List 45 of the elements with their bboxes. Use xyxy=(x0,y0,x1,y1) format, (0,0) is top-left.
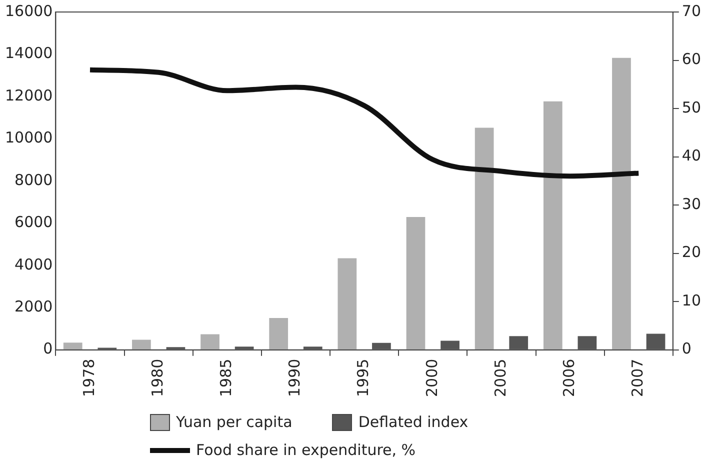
bar xyxy=(440,340,460,350)
bar xyxy=(200,334,220,350)
bar xyxy=(474,128,494,350)
y2-tick-label: 0 xyxy=(682,340,692,358)
bar xyxy=(338,258,357,350)
x-tick-label: 1995 xyxy=(354,358,372,398)
y-tick-label: 16000 xyxy=(5,2,53,20)
bar xyxy=(509,336,528,350)
y-tick-label: 4000 xyxy=(14,255,53,274)
bar xyxy=(372,342,391,350)
x-tick-label: 1990 xyxy=(286,358,304,398)
x-tick-label: 2000 xyxy=(422,358,441,398)
y-tick-label: 12000 xyxy=(5,86,53,104)
bar xyxy=(612,58,631,350)
x-tick-label: 2007 xyxy=(628,358,647,398)
bar xyxy=(234,346,254,350)
legend-label: Food share in expenditure, % xyxy=(196,441,416,459)
y-tick-label: 6000 xyxy=(14,213,53,232)
bar xyxy=(646,334,666,350)
bar xyxy=(406,217,426,350)
y-tick-label: 14000 xyxy=(5,44,53,62)
x-tick-label: 1985 xyxy=(217,358,236,398)
y-tick-label: 0 xyxy=(43,340,53,358)
x-tick-label: 2005 xyxy=(491,358,510,398)
y-tick-label: 10000 xyxy=(5,128,53,147)
y2-tick-label: 20 xyxy=(682,243,702,262)
legend-label: Deflated index xyxy=(358,413,468,431)
bar xyxy=(578,336,597,350)
y2-tick-label: 30 xyxy=(682,194,702,213)
y-tick-label: 8000 xyxy=(14,170,53,189)
y2-tick-label: 60 xyxy=(682,50,702,68)
y2-tick-label: 70 xyxy=(682,2,702,20)
bar xyxy=(132,340,151,350)
x-tick-label: 1978 xyxy=(80,358,98,398)
x-tick-label: 2006 xyxy=(560,358,578,398)
bar xyxy=(63,342,82,350)
y2-tick-label: 50 xyxy=(682,98,702,116)
y-tick-label: 2000 xyxy=(14,297,53,316)
y2-tick-label: 40 xyxy=(682,146,702,165)
y2-tick-label: 10 xyxy=(682,291,702,310)
legend-label: Yuan per capita xyxy=(176,413,292,431)
x-tick-label: 1980 xyxy=(148,358,166,398)
bar xyxy=(543,101,562,350)
bar xyxy=(269,318,288,350)
bar xyxy=(303,346,322,350)
